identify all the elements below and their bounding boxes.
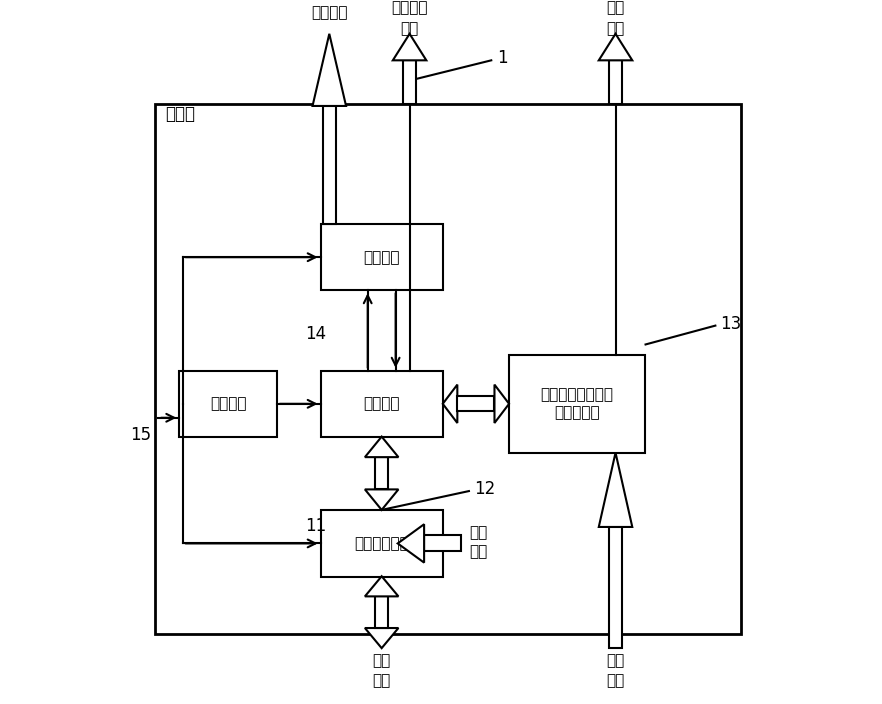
Polygon shape: [495, 384, 509, 423]
Polygon shape: [609, 527, 622, 648]
Text: 14: 14: [305, 325, 326, 343]
Polygon shape: [375, 457, 388, 489]
Text: 信息: 信息: [400, 20, 419, 36]
Polygon shape: [365, 436, 399, 457]
Text: 数据采集单元: 数据采集单元: [355, 536, 409, 551]
Polygon shape: [375, 596, 388, 628]
Polygon shape: [403, 61, 416, 103]
Text: 温度: 温度: [469, 524, 487, 540]
Text: 检测: 检测: [372, 653, 391, 668]
Polygon shape: [599, 453, 632, 527]
Text: 运行状态: 运行状态: [392, 1, 428, 15]
Polygon shape: [312, 34, 346, 106]
Text: 脉冲信号接收与故
障反馈单元: 脉冲信号接收与故 障反馈单元: [541, 388, 614, 420]
Text: 15: 15: [131, 426, 152, 444]
Text: 电源单元: 电源单元: [210, 396, 246, 411]
Text: 信号: 信号: [607, 20, 624, 36]
Bar: [320, 510, 443, 577]
Polygon shape: [443, 384, 458, 423]
Polygon shape: [323, 106, 336, 224]
Text: 脉冲: 脉冲: [607, 653, 624, 668]
Polygon shape: [609, 61, 622, 103]
Bar: [509, 355, 646, 453]
Polygon shape: [365, 628, 399, 648]
Bar: [154, 103, 741, 634]
Text: 驱动单元: 驱动单元: [363, 250, 400, 265]
Text: 信号: 信号: [607, 674, 624, 689]
Polygon shape: [365, 577, 399, 596]
Text: 12: 12: [475, 480, 496, 498]
Text: 信号: 信号: [469, 544, 487, 559]
Polygon shape: [392, 34, 426, 61]
Text: 故障: 故障: [607, 1, 624, 15]
Text: 1: 1: [497, 49, 507, 68]
Text: 控制单元: 控制单元: [363, 396, 400, 411]
Polygon shape: [424, 535, 460, 551]
Polygon shape: [398, 524, 424, 562]
Polygon shape: [458, 396, 495, 411]
Text: 驱动板: 驱动板: [165, 105, 195, 123]
Bar: [179, 370, 277, 437]
Polygon shape: [599, 34, 632, 61]
Text: 13: 13: [721, 315, 742, 332]
Bar: [320, 224, 443, 290]
Polygon shape: [365, 489, 399, 510]
Bar: [320, 370, 443, 437]
Text: 信号: 信号: [372, 674, 391, 689]
Text: 驱动信号: 驱动信号: [311, 6, 348, 20]
Text: 11: 11: [305, 517, 326, 535]
